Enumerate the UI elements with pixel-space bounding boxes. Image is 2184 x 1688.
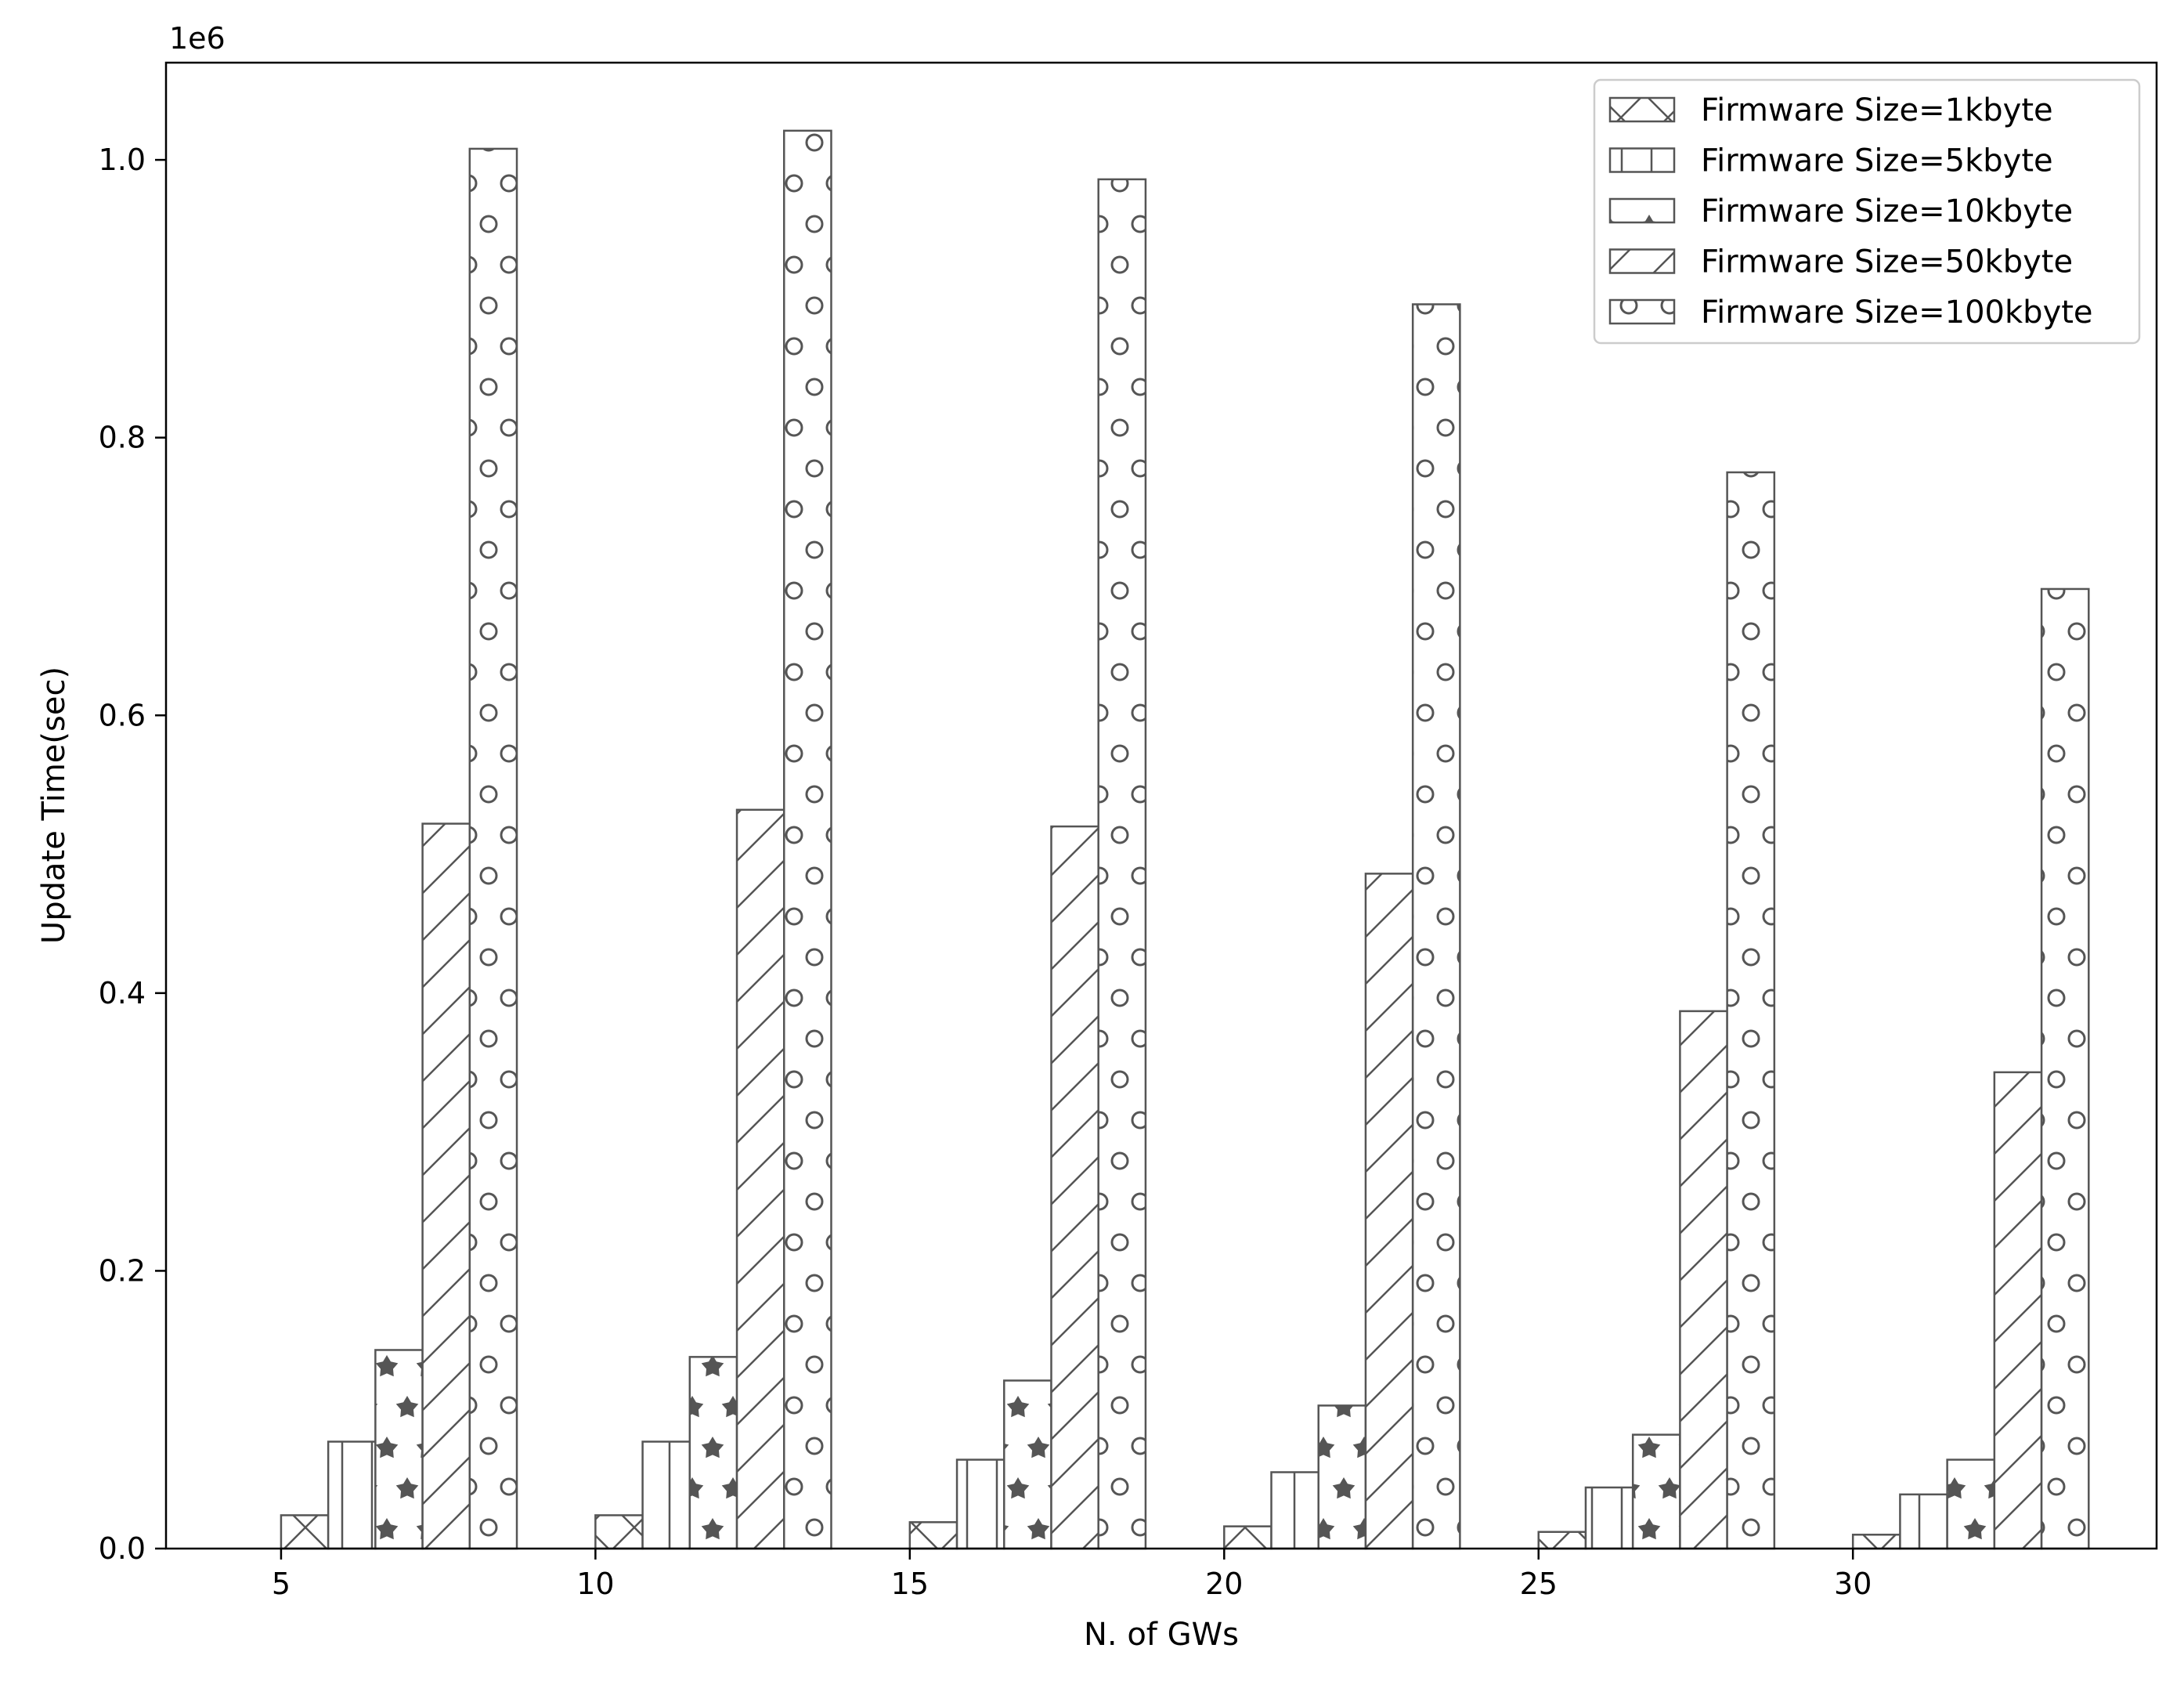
legend-swatch: [1608, 298, 1676, 325]
bar-series-3-group-6: [1946, 1458, 1996, 1550]
y-tick-label: 0.6: [99, 698, 146, 732]
x-tick-label: 10: [576, 1567, 614, 1601]
legend-label: Firmware Size=100kbyte: [1701, 295, 2093, 331]
bar-series-4-group-5: [1679, 1010, 1728, 1550]
plot-area-frame: [164, 61, 2158, 1550]
y-axis: 0.0 0.2 0.4 0.6 0.8 1.0: [99, 143, 166, 1566]
bar-series-1-group-3: [908, 1521, 958, 1550]
x-tick-label: 15: [891, 1567, 929, 1601]
y-tick-label: 0.8: [99, 421, 146, 455]
bar-series-4-group-4: [1364, 873, 1414, 1550]
legend-frame: [1593, 78, 2141, 345]
bar-series-2-group-1: [327, 1440, 377, 1550]
bar-series-3-group-5: [1631, 1433, 1681, 1550]
y-tick-label: 0.2: [99, 1253, 146, 1288]
x-tick-label: 25: [1520, 1567, 1558, 1601]
bar-series-2-group-5: [1584, 1486, 1634, 1550]
legend-label: Firmware Size=1kbyte: [1701, 92, 2053, 128]
x-tick-label: 30: [1834, 1567, 1872, 1601]
legend-label: Firmware Size=50kbyte: [1701, 244, 2073, 280]
y-tick-label: 0.0: [99, 1531, 146, 1566]
bar-series-5-group-1: [468, 147, 518, 1550]
legend-swatch: [1608, 147, 1676, 173]
x-tick-label: 20: [1205, 1567, 1243, 1601]
legend-label: Firmware Size=10kbyte: [1701, 193, 2073, 230]
legend-label: Firmware Size=5kbyte: [1701, 143, 2053, 179]
bar-series-5-group-5: [1726, 471, 1776, 1550]
bar-series-1-group-6: [1851, 1534, 1901, 1550]
bar-series-2-group-3: [955, 1458, 1005, 1550]
bar-series-3-group-4: [1317, 1404, 1367, 1550]
bar-series-1-group-1: [280, 1514, 330, 1550]
bars-layer: [280, 129, 2090, 1550]
bar-series-4-group-6: [1993, 1071, 2043, 1550]
bar-series-1-group-4: [1223, 1525, 1272, 1550]
y-tick-label: 1.0: [99, 143, 146, 177]
bar-series-3-group-3: [1003, 1379, 1052, 1550]
bar-series-5-group-4: [1411, 303, 1461, 1550]
bar-series-1-group-2: [594, 1514, 644, 1550]
bar-series-5-group-6: [2040, 587, 2090, 1550]
legend-swatch: [1608, 197, 1676, 224]
bar-series-4-group-3: [1050, 825, 1099, 1550]
x-tick-label: 5: [272, 1567, 291, 1601]
bar-series-4-group-1: [421, 822, 471, 1550]
bar-series-5-group-2: [783, 129, 832, 1550]
legend: Firmware Size=1kbyte Firmware Size=5kbyte…: [1593, 78, 2141, 345]
x-axis: 5 10 15 20 25 30: [272, 1549, 1872, 1601]
bar-series-2-group-2: [641, 1440, 691, 1550]
bar-series-3-group-2: [688, 1356, 738, 1550]
y-tick-label: 0.4: [99, 976, 146, 1010]
bar-series-3-group-1: [374, 1349, 424, 1550]
legend-swatch: [1608, 248, 1676, 274]
x-axis-label: N. of GWs: [1084, 1617, 1239, 1653]
bar-series-2-group-4: [1270, 1471, 1319, 1550]
bar-series-1-group-5: [1537, 1531, 1587, 1550]
y-axis-label: Update Time(sec): [36, 667, 72, 944]
y-axis-scale-label: 1e6: [169, 21, 226, 56]
bar-series-2-group-6: [1899, 1493, 1948, 1550]
bar-series-5-group-3: [1097, 178, 1147, 1550]
bar-series-4-group-2: [735, 808, 785, 1550]
legend-swatch: [1608, 96, 1676, 123]
